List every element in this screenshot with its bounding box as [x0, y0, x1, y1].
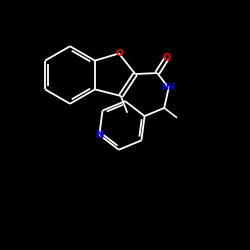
- Text: O: O: [163, 53, 171, 63]
- Text: N: N: [95, 130, 104, 140]
- Text: O: O: [115, 49, 123, 58]
- Text: NH: NH: [162, 84, 175, 92]
